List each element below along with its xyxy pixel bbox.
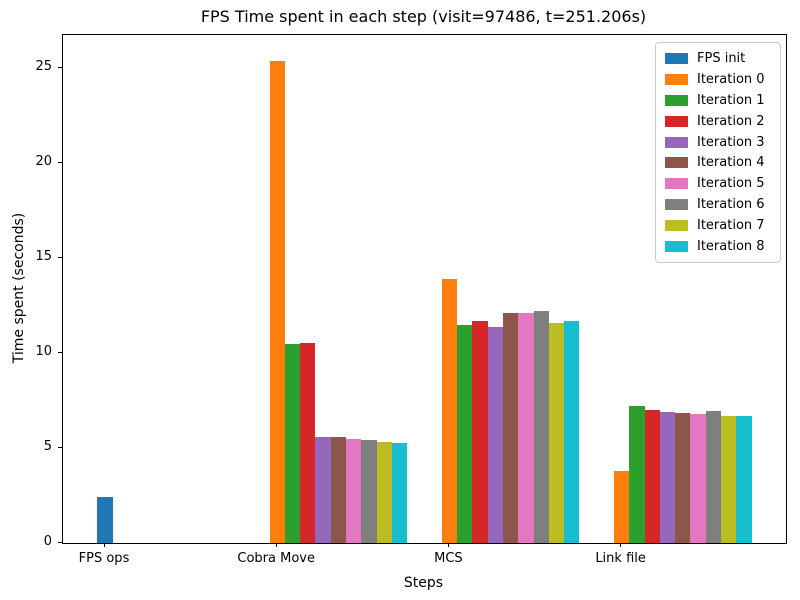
x-tick-label: Link file — [595, 551, 646, 566]
x-axis-label: Steps — [403, 575, 444, 591]
legend-swatch — [665, 136, 688, 148]
y-tick-label: 15 — [35, 249, 52, 265]
bar-iteration-2-mcs — [472, 320, 488, 543]
legend-label: Iteration 4 — [697, 155, 765, 171]
legend-label: Iteration 2 — [697, 113, 765, 129]
bar-iteration-6-cobra-move — [361, 439, 377, 543]
legend-item: Iteration 4 — [656, 152, 780, 173]
legend-item: Iteration 1 — [656, 90, 780, 111]
bar-iteration-3-link-file — [659, 411, 676, 543]
x-tick-label: Cobra Move — [237, 551, 315, 566]
bar-iteration-6-mcs — [533, 311, 549, 543]
bar-iteration-1-link-file — [629, 406, 645, 543]
bar-iteration-5-link-file — [690, 413, 706, 543]
legend-item: FPS init — [656, 48, 780, 69]
x-tick-mark — [275, 543, 277, 547]
y-tick-label: 5 — [43, 439, 52, 455]
legend-swatch — [665, 178, 688, 190]
y-tick-mark — [58, 446, 62, 448]
bar-iteration-1-mcs — [457, 324, 473, 543]
legend-item: Iteration 3 — [656, 132, 780, 153]
bar-iteration-4-link-file — [675, 412, 691, 543]
y-tick-label: 25 — [35, 59, 52, 75]
bar-iteration-2-cobra-move — [300, 342, 316, 543]
bar-iteration-6-link-file — [705, 411, 722, 543]
y-tick-mark — [58, 66, 62, 68]
bar-iteration-1-cobra-move — [284, 343, 301, 543]
legend-label: Iteration 8 — [697, 238, 765, 254]
y-tick-label: 20 — [35, 154, 52, 170]
legend-label: Iteration 1 — [697, 92, 765, 108]
bar-iteration-4-mcs — [502, 313, 519, 543]
chart-title: FPS Time spent in each step (visit=97486… — [200, 7, 647, 26]
bar-iteration-0-mcs — [441, 279, 458, 543]
bar-iteration-8-link-file — [736, 415, 752, 543]
legend-label: Iteration 6 — [697, 197, 765, 213]
legend-swatch — [665, 240, 688, 252]
bar-fps-init-fps-ops — [97, 497, 113, 543]
legend-item: Iteration 5 — [656, 173, 780, 194]
bar-iteration-4-cobra-move — [330, 436, 347, 543]
x-tick-mark — [447, 543, 449, 547]
legend-item: Iteration 0 — [656, 69, 780, 90]
legend-label: Iteration 5 — [697, 176, 765, 192]
bar-iteration-3-mcs — [487, 327, 503, 543]
y-tick-label: 0 — [43, 534, 52, 549]
x-tick-mark — [620, 543, 622, 547]
x-tick-label: FPS ops — [78, 551, 130, 566]
bar-iteration-3-cobra-move — [315, 436, 331, 543]
legend-label: Iteration 7 — [697, 218, 765, 234]
x-tick-label: MCS — [434, 551, 463, 566]
legend-item: Iteration 8 — [656, 236, 780, 257]
legend-swatch — [665, 115, 688, 127]
bar-iteration-7-cobra-move — [376, 442, 392, 543]
legend-swatch — [665, 52, 688, 64]
bar-iteration-8-cobra-move — [391, 443, 408, 543]
legend-swatch — [665, 94, 688, 106]
y-tick-mark — [58, 161, 62, 163]
legend-item: Iteration 6 — [656, 194, 780, 215]
legend-swatch — [665, 199, 688, 211]
bar-iteration-7-link-file — [721, 415, 737, 543]
legend-label: FPS init — [697, 50, 746, 66]
bar-iteration-8-mcs — [564, 320, 580, 543]
legend-item: Iteration 2 — [656, 111, 780, 132]
y-tick-mark — [58, 541, 62, 543]
bar-iteration-0-link-file — [613, 470, 630, 543]
legend: FPS init Iteration 0 Iteration 1 Iteration … — [655, 42, 781, 263]
x-tick-mark — [103, 543, 105, 547]
y-tick-label: 10 — [35, 344, 52, 360]
legend-item: Iteration 7 — [656, 215, 780, 236]
legend-label: Iteration 0 — [697, 71, 765, 87]
y-tick-mark — [58, 351, 62, 353]
legend-swatch — [665, 73, 688, 85]
bar-iteration-0-cobra-move — [269, 60, 285, 543]
legend-label: Iteration 3 — [697, 134, 765, 150]
bar-iteration-7-mcs — [548, 322, 565, 543]
y-tick-mark — [58, 256, 62, 258]
legend-swatch — [665, 220, 688, 232]
bar-iteration-5-cobra-move — [346, 438, 362, 543]
legend-swatch — [665, 157, 688, 169]
bar-iteration-2-link-file — [644, 410, 660, 543]
y-axis-label: Time spent (seconds) — [11, 212, 27, 364]
bar-iteration-5-mcs — [518, 313, 534, 543]
